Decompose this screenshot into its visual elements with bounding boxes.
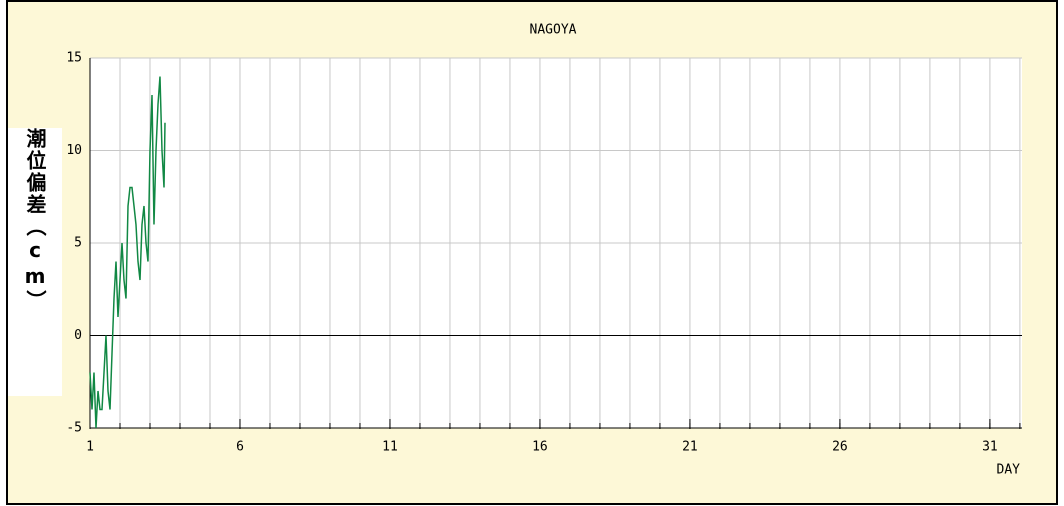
chart-title: NAGOYA: [530, 23, 577, 38]
x-tick-label: 11: [382, 440, 398, 455]
x-tick-label: 31: [982, 440, 998, 455]
x-tick-label: 16: [532, 440, 548, 455]
data-line: [89, 76, 166, 429]
x-tick-label: 6: [236, 440, 244, 455]
x-tick-label: 1: [86, 440, 94, 455]
y-tick-label: 5: [74, 236, 82, 251]
y-tick-label: 0: [74, 328, 82, 343]
y-tick-label: -5: [66, 421, 82, 436]
y-tick-label: 10: [66, 143, 82, 158]
y-axis-label: 潮位偏差（cm）: [8, 128, 62, 396]
x-tick-label: 21: [682, 440, 698, 455]
x-tick-label: 26: [832, 440, 848, 455]
x-axis-label: DAY: [997, 463, 1021, 478]
y-tick-label: 15: [66, 51, 82, 66]
